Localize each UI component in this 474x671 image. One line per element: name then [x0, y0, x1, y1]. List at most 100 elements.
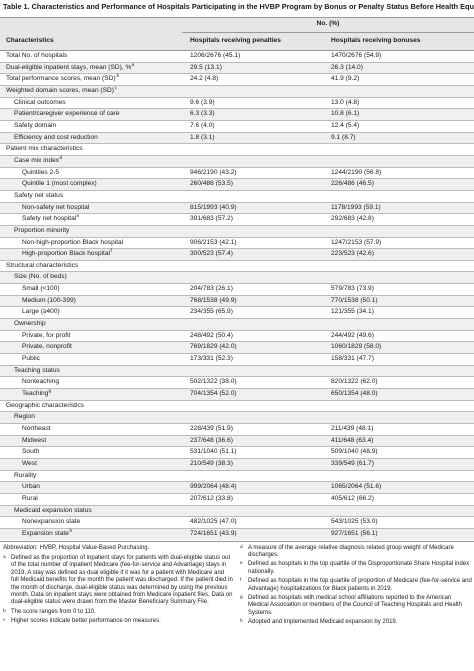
- abbreviation-note: Abbreviation: HVBP, Hospital Value-Based…: [3, 544, 150, 551]
- bonuses-value: 226/486 (46.5): [331, 180, 374, 188]
- footnote: a Defined as the proportion of inpatient …: [3, 555, 233, 607]
- table-row: Teaching status: [0, 364, 474, 377]
- bonuses-value: 1244/2190 (56.8): [331, 168, 382, 176]
- penalties-value: 946/2190 (43.2): [190, 168, 237, 176]
- footnote-marker: b: [116, 74, 120, 80]
- penalties-value: 391/683 (57.2): [190, 215, 233, 223]
- row-label: Quintile 1 (most complex): [22, 180, 97, 188]
- row-label: Weighted domain scores, mean (SD): [6, 86, 114, 94]
- header-penalties: Hospitals receiving penalties: [190, 37, 281, 44]
- bonuses-value: 927/1651 (56.1): [331, 529, 378, 537]
- row-label: Private, for profit: [22, 331, 71, 339]
- footnote-mark: e: [240, 561, 243, 567]
- penalties-value: 6.3 (3.3): [190, 110, 215, 118]
- row-label: Medicaid expansion status: [14, 506, 92, 514]
- bonuses-value: 650/1354 (48.0): [331, 390, 378, 398]
- footnote-marker: d: [59, 155, 63, 161]
- bonuses-value: 820/1322 (62.0): [331, 378, 378, 386]
- row-label: Proportion minority: [14, 226, 70, 234]
- row-label: Non-safety net hospital: [22, 203, 90, 211]
- footnote-marker: g: [48, 389, 52, 395]
- row-label: Private, nonprofit: [22, 343, 72, 351]
- row-label: Efficiency and cost reduction: [14, 133, 98, 141]
- table-row: Geographic characteristics: [0, 399, 474, 412]
- footnote-marker: h: [69, 528, 73, 534]
- penalties-value: 207/612 (33.8): [190, 494, 233, 502]
- footnote: g Defined as hospitals with medical schoo…: [240, 595, 472, 617]
- row-label: Patient mix characteristics: [6, 145, 83, 153]
- penalties-value: 815/1993 (40.9): [190, 203, 237, 211]
- table-row: Case mix index d: [0, 154, 474, 167]
- bonuses-value: 9.1 (8.7): [331, 133, 356, 141]
- row-label: Safety net status: [14, 191, 64, 199]
- bonuses-value: 10.8 (6.1): [331, 110, 360, 118]
- penalties-value: 29.5 (13.1): [190, 63, 222, 71]
- bonuses-value: 770/1538 (50.1): [331, 296, 378, 304]
- penalties-value: 260/486 (53.5): [190, 180, 233, 188]
- row-label: Expansion state: [22, 529, 69, 537]
- bonuses-value: 405/612 (66.2): [331, 494, 374, 502]
- footnote-mark: h: [240, 619, 243, 625]
- bonuses-value: 223/523 (42.6): [331, 250, 374, 258]
- table-row: Patient mix characteristics: [0, 143, 474, 155]
- bonuses-value: 411/648 (63.4): [331, 436, 374, 444]
- table-row: Total No. of hospitals 1206/2676 (45.1) 14…: [0, 51, 474, 62]
- table-row: Rurality: [0, 469, 474, 482]
- table-title: Table 1. Characteristics and Performance…: [0, 0, 474, 18]
- footnote-marker: e: [76, 214, 80, 220]
- table-row: Urban 999/2064 (48.4) 1065/2064 (51.6): [0, 481, 474, 493]
- bonuses-value: 13.0 (4.8): [331, 98, 360, 106]
- row-label: Size (No. of beds): [14, 273, 67, 281]
- bonuses-value: 158/331 (47.7): [331, 355, 374, 363]
- row-label: Region: [14, 413, 35, 421]
- footnote-mark: a: [3, 554, 6, 560]
- footnote-marker: c: [114, 85, 117, 91]
- row-label: Total performance scores, mean (SD): [6, 75, 116, 83]
- table-row: Rural 207/612 (33.8) 405/612 (66.2): [0, 492, 474, 505]
- table-row: Midwest 237/648 (36.6) 411/648 (63.4): [0, 434, 474, 447]
- footnote-text: A measure of the average relative diagno…: [248, 544, 454, 558]
- table-row: South 531/1040 (51.1) 509/1040 (48.9): [0, 446, 474, 458]
- footnote: c Higher scores indicate better performan…: [3, 618, 233, 625]
- footnote-marker: a: [131, 62, 135, 68]
- table-row: Structural characteristics: [0, 259, 474, 272]
- penalties-value: 1206/2676 (45.1): [190, 52, 241, 59]
- row-label: Urban: [22, 483, 40, 491]
- table-row: Private, for profit 248/492 (50.4) 244/492…: [0, 329, 474, 342]
- penalties-value: 482/1025 (47.0): [190, 518, 237, 526]
- footnote-text: Adopted and implemented Medicaid expansi…: [248, 619, 398, 626]
- row-label: Large (≥400): [22, 308, 60, 316]
- penalties-value: 906/2153 (42.1): [190, 238, 237, 246]
- row-label: Nonexpansion state: [22, 518, 81, 526]
- bonuses-value: 543/1025 (53.0): [331, 518, 378, 526]
- table-row: Ownership: [0, 318, 474, 330]
- table-row: Nonexpansion state 482/1025 (47.0) 543/102…: [0, 516, 474, 528]
- footnote-mark: f: [240, 578, 242, 584]
- penalties-value: 7.6 (4.0): [190, 121, 215, 129]
- footnote-mark: g: [240, 595, 243, 600]
- table-body: Total No. of hospitals 1206/2676 (45.1) 14…: [0, 51, 474, 540]
- row-label: Ownership: [14, 320, 46, 328]
- penalties-value: 724/1651 (43.9): [190, 529, 237, 537]
- table-row: Medium (100-399) 768/1538 (49.9) 770/1538 …: [0, 294, 474, 307]
- table-row: Efficiency and cost reduction 1.8 (3.1) 9.…: [0, 131, 474, 144]
- row-label: Clinical outcomes: [14, 98, 66, 106]
- row-label: Teaching: [22, 390, 49, 398]
- table-row: Medicaid expansion status: [0, 504, 474, 517]
- penalties-value: 237/648 (36.6): [190, 436, 233, 444]
- table-row: Safety net hospital e 391/683 (57.2) 292/68…: [0, 213, 474, 225]
- footnote-mark: d: [240, 544, 243, 550]
- row-label: Nonteaching: [22, 378, 60, 386]
- table-row: High-proportion Black hospital f 300/523 (…: [0, 248, 474, 260]
- table-row: Teaching g 704/1354 (52.0) 650/1354 (48.0): [0, 388, 474, 400]
- row-label: Non-high-proportion Black hospital: [22, 238, 124, 246]
- bonuses-value: 579/783 (73.9): [331, 285, 374, 293]
- table-row: Region: [0, 411, 474, 423]
- footnote-text: Defined as hospitals in the top quartile…: [248, 578, 472, 592]
- bonuses-value: 244/492 (49.6): [331, 331, 374, 339]
- bonuses-value: 1065/2064 (51.6): [331, 483, 382, 491]
- row-label: Case mix index: [14, 156, 60, 164]
- penalties-value: 768/1538 (49.9): [190, 296, 237, 304]
- penalties-value: 248/492 (50.4): [190, 331, 233, 339]
- footnote: f Defined as hospitals in the top quartil…: [240, 578, 472, 593]
